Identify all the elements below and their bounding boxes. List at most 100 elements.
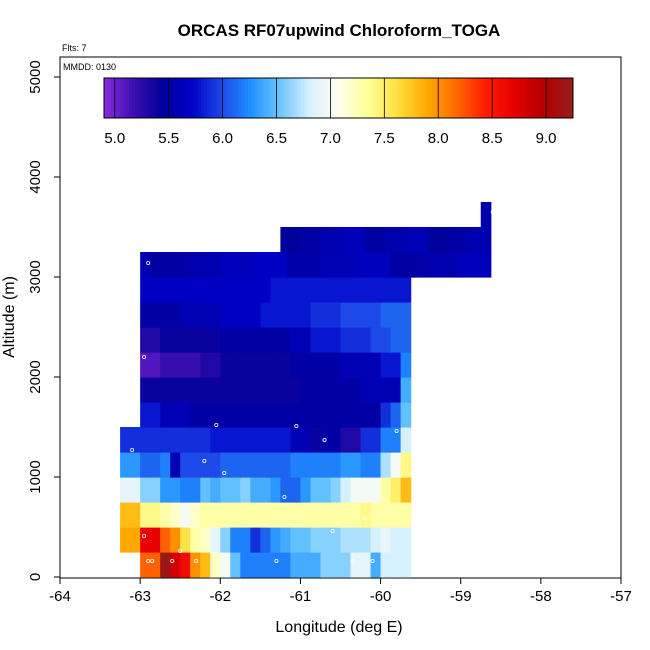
heat-cell: [380, 327, 392, 353]
heat-cell: [260, 427, 271, 453]
colorbar-tick-label: 7.0: [320, 130, 341, 147]
heat-cell: [200, 402, 211, 428]
heat-cell: [250, 502, 261, 528]
heat-cell: [190, 502, 201, 528]
heat-cell: [280, 352, 292, 378]
heat-cell: [320, 352, 332, 378]
heat-cell: [180, 302, 191, 328]
heat-cell: [260, 302, 271, 328]
colorbar-segment: [472, 78, 477, 118]
heat-cell: [140, 377, 151, 403]
heat-cell: [390, 477, 402, 503]
heat-cell: [230, 377, 241, 403]
heat-cell: [218, 252, 253, 278]
colorbar-segment: [519, 78, 524, 118]
heat-cell: [380, 402, 392, 428]
colorbar-segment: [444, 78, 449, 118]
heat-cell: [380, 477, 392, 503]
sample-point: [330, 529, 335, 534]
heat-cell: [370, 402, 382, 428]
heat-cell: [270, 352, 281, 378]
heat-cell: [370, 452, 382, 478]
colorbar-segment: [322, 78, 327, 118]
heat-cell: [320, 552, 332, 578]
heat-cell: [130, 427, 141, 453]
sample-point: [142, 354, 147, 359]
colorbar-segment: [351, 78, 355, 118]
colorbar-segment: [266, 78, 271, 118]
heat-cell: [150, 252, 185, 278]
colorbar-tick-label: 9.0: [536, 130, 557, 147]
heat-cell: [486, 202, 489, 228]
heat-cell: [330, 502, 342, 528]
colorbar-segment: [391, 78, 396, 118]
heat-cell: [330, 352, 342, 378]
heat-cell: [260, 552, 271, 578]
heat-cell: [340, 352, 352, 378]
heat-cell: [120, 452, 131, 478]
heat-cell: [170, 502, 181, 528]
heat-cell: [170, 427, 181, 453]
heat-cell: [330, 402, 342, 428]
heat-cell: [390, 277, 402, 303]
heat-cell: [160, 352, 171, 378]
sample-point: [394, 428, 399, 433]
heat-cell: [260, 477, 271, 503]
heat-cell: [286, 252, 322, 278]
heat-cell: [170, 327, 181, 353]
heat-cell: [170, 527, 181, 553]
heat-cell: [140, 302, 151, 328]
heat-cell: [160, 402, 171, 428]
colorbar-segment: [222, 78, 227, 118]
heat-cell: [140, 552, 151, 578]
colorbar-segment: [129, 78, 133, 118]
heat-cell: [190, 527, 201, 553]
colorbar-segment: [279, 78, 283, 118]
heat-cell: [160, 427, 171, 453]
heat-cell: [280, 302, 292, 328]
heat-cell: [290, 327, 302, 353]
colorbar-segment: [241, 78, 246, 118]
heat-cell: [390, 352, 402, 378]
y-axis: 0 1000 2000 3000 4000 5000: [27, 60, 60, 581]
heat-cell: [400, 327, 412, 353]
heat-cell: [300, 452, 312, 478]
heat-cell: [200, 552, 211, 578]
heat-cell: [270, 552, 281, 578]
colorbar-segment: [516, 78, 521, 118]
heat-cell: [300, 377, 312, 403]
flights-label: Flts: 7: [62, 43, 87, 53]
heat-cell: [370, 477, 382, 503]
heat-cell: [310, 402, 322, 428]
x-tick-label: -60: [370, 588, 392, 605]
colorbar-segment: [316, 78, 321, 118]
y-axis-label: Altitude (m): [1, 276, 18, 358]
colorbar-segment: [541, 78, 546, 118]
heat-cell: [469, 227, 492, 253]
colorbar-segment: [179, 78, 183, 118]
colorbar-segment: [147, 78, 152, 118]
heat-cell: [290, 402, 302, 428]
sample-point: [282, 494, 287, 499]
heat-cell: [301, 227, 324, 253]
heat-cell: [388, 252, 424, 278]
colorbar-segment: [360, 78, 365, 118]
heat-cell: [280, 477, 292, 503]
heat-cell: [220, 527, 231, 553]
heat-cell: [310, 377, 322, 403]
heat-cell: [270, 452, 281, 478]
heat-cell: [280, 502, 292, 528]
mmdd-label: MMDD: 0130: [63, 62, 116, 72]
heat-cell: [170, 477, 181, 503]
x-tick-label: -64: [49, 588, 71, 605]
heat-cell: [200, 502, 211, 528]
heat-cell: [488, 202, 491, 228]
colorbar-segment: [197, 78, 202, 118]
heat-cell: [190, 552, 201, 578]
x-axis-label: Longitude (deg E): [275, 619, 402, 636]
x-tick-label: -57: [610, 588, 632, 605]
heat-cell: [260, 352, 271, 378]
heat-cell: [260, 402, 271, 428]
heat-cell: [210, 402, 221, 428]
heat-cell: [220, 352, 231, 378]
